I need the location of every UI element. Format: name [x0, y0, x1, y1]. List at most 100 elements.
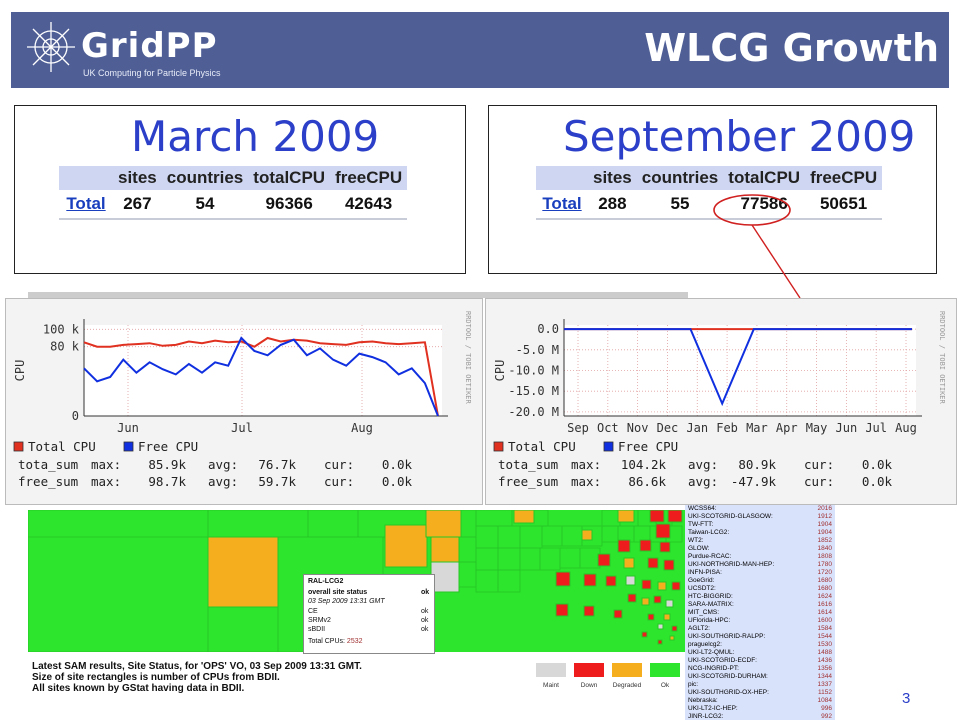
list-item[interactable]: Purdue-RCAC: 1808	[685, 553, 835, 561]
site-down[interactable]	[613, 609, 623, 619]
site-down[interactable]	[655, 523, 671, 539]
list-item[interactable]: WCSS64: 2016	[685, 505, 835, 513]
site-down[interactable]	[639, 539, 652, 552]
list-item[interactable]: pic: 1337	[685, 681, 835, 689]
site-down[interactable]	[583, 573, 597, 587]
site-degraded[interactable]	[513, 510, 535, 524]
site-down[interactable]	[641, 631, 648, 638]
site-degraded[interactable]	[384, 524, 428, 568]
site-down[interactable]	[617, 539, 631, 553]
list-item[interactable]: UKI-SCOTGRID-DURHAM: 1344	[685, 673, 835, 681]
site-degraded[interactable]	[425, 510, 462, 538]
site-down[interactable]	[671, 581, 681, 591]
stats-cur-value: 0.0k	[862, 457, 893, 472]
list-item[interactable]: UKI-LT2-IC-HEP: 996	[685, 705, 835, 713]
site-degraded[interactable]	[641, 597, 650, 606]
site-name: Purdue-RCAC:	[688, 553, 732, 560]
x-tick-label: Apr	[776, 421, 798, 435]
site-name: TW-FTT:	[688, 521, 714, 528]
site-down[interactable]	[605, 575, 617, 587]
series-line	[83, 336, 439, 417]
site-down[interactable]	[653, 595, 662, 604]
site-down[interactable]	[663, 559, 675, 571]
tooltip-service-name: sBDII	[308, 626, 326, 633]
list-item[interactable]: UKI-LT2-QMUL: 1488	[685, 649, 835, 657]
list-item[interactable]: UKI-NORTHGRID-MAN-HEP: 1780	[685, 561, 835, 569]
table-cell: 96366	[248, 190, 331, 220]
list-item[interactable]: AGLT2: 1584	[685, 625, 835, 633]
list-item[interactable]: UCSDT2: 1680	[685, 585, 835, 593]
total-link-cell[interactable]: Total	[536, 190, 588, 220]
list-item[interactable]: praguelcg2: 1530	[685, 641, 835, 649]
list-item[interactable]: TW-FTT: 1904	[685, 521, 835, 529]
stats-cur-label: cur:	[804, 457, 834, 472]
site-degraded[interactable]	[623, 557, 635, 569]
list-item[interactable]: GLOW: 1840	[685, 545, 835, 553]
site-degraded[interactable]	[581, 529, 593, 541]
list-item[interactable]: WT2: 1852	[685, 537, 835, 545]
list-item[interactable]: UKI-SCOTGRID-ECDF: 1436	[685, 657, 835, 665]
list-item[interactable]: MIT_CMS: 1614	[685, 609, 835, 617]
list-item[interactable]: UKI-SOUTHGRID-OX-HEP: 1152	[685, 689, 835, 697]
site-down[interactable]	[641, 579, 652, 590]
stats-max-label: max:	[91, 457, 121, 472]
site-degraded[interactable]	[207, 536, 279, 608]
list-item[interactable]: HTC-BIGGRID: 1624	[685, 593, 835, 601]
table-cell: 288	[588, 190, 637, 220]
site-degraded[interactable]	[663, 613, 671, 621]
stats-avg-label: avg:	[208, 457, 238, 472]
site-degraded[interactable]	[657, 581, 667, 591]
site-name: SARA-MATRIX:	[688, 601, 734, 608]
site-name: WT2:	[688, 537, 704, 544]
march-panel: March 2009 sites countries totalCPU free…	[14, 105, 466, 274]
legend-swatch	[536, 663, 566, 677]
site-down[interactable]	[659, 541, 671, 553]
list-item[interactable]: NCG-INGRID-PT: 1356	[685, 665, 835, 673]
site-down[interactable]	[597, 553, 611, 567]
list-item[interactable]: Taiwan-LCG2: 1904	[685, 529, 835, 537]
site-degraded[interactable]	[617, 510, 635, 523]
legend-swatch	[612, 663, 642, 677]
site-down[interactable]	[671, 625, 678, 632]
list-item[interactable]: GoeGrid: 1680	[685, 577, 835, 585]
list-item[interactable]: INFN-PISA: 1720	[685, 569, 835, 577]
stats-max-value: 98.7k	[148, 474, 186, 489]
list-item[interactable]: JINR-LCG2: 992	[685, 713, 835, 720]
list-item[interactable]: SARA-MATRIX: 1616	[685, 601, 835, 609]
site-maint[interactable]	[430, 561, 460, 593]
site-down[interactable]	[583, 605, 595, 617]
list-item[interactable]: UKI-SCOTGRID-GLASGOW: 1912	[685, 513, 835, 521]
total-link[interactable]: Total	[66, 194, 106, 213]
total-link[interactable]: Total	[542, 194, 582, 213]
list-item[interactable]: Nebraska: 1084	[685, 697, 835, 705]
site-down[interactable]	[555, 603, 569, 617]
site-down[interactable]	[647, 557, 659, 569]
column-header: freeCPU	[330, 166, 408, 190]
site-degraded[interactable]	[669, 635, 675, 641]
stats-label: free_sum	[18, 474, 78, 489]
site-down[interactable]	[647, 613, 655, 621]
site-cpu-count: 1530	[817, 641, 832, 648]
y-axis-label: CPU	[493, 360, 507, 382]
site-cpu-list: WCSS64: 2016 UKI-SCOTGRID-GLASGOW: 1912 TW-F…	[685, 505, 835, 720]
site-down[interactable]	[657, 639, 663, 645]
total-link-cell[interactable]: Total	[59, 190, 113, 220]
stats-max-value: 85.9k	[148, 457, 186, 472]
x-tick-label: Aug	[351, 421, 373, 435]
site-maint[interactable]	[657, 623, 664, 630]
list-item[interactable]: UKI-SOUTHGRID-RALPP: 1544	[685, 633, 835, 641]
stats-avg-label: avg:	[688, 474, 718, 489]
list-item[interactable]: UFlorida-HPC: 1600	[685, 617, 835, 625]
september-stats-table: sites countries totalCPU freeCPU Total 2…	[536, 166, 883, 220]
x-tick-label: Sep	[567, 421, 589, 435]
site-down[interactable]	[649, 510, 665, 523]
site-down[interactable]	[555, 571, 571, 587]
site-maint[interactable]	[665, 599, 674, 608]
site-down[interactable]	[627, 593, 637, 603]
site-down[interactable]	[667, 510, 683, 523]
site-degraded[interactable]	[430, 536, 460, 563]
column-header: totalCPU	[248, 166, 331, 190]
site-maint[interactable]	[625, 575, 636, 586]
site-cpu-count: 1680	[817, 577, 832, 584]
tooltip-service-status: ok	[421, 626, 429, 633]
